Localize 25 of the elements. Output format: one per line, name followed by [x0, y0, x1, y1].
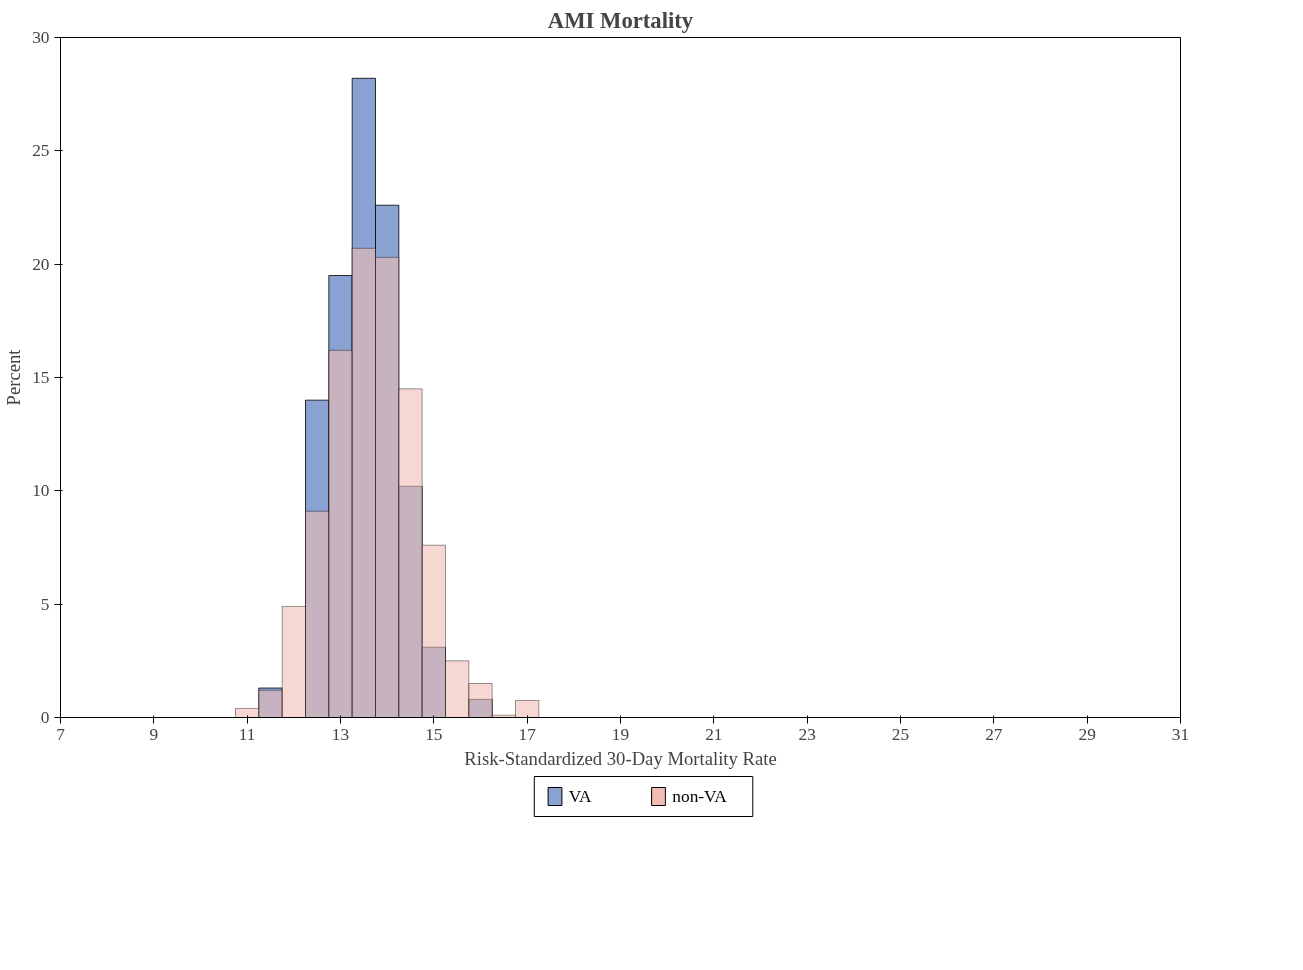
- y-tick-label: 20: [32, 254, 50, 274]
- y-tick-label: 25: [32, 141, 50, 161]
- x-tick-label: 29: [1078, 724, 1096, 744]
- x-tick-label: 27: [985, 724, 1003, 744]
- x-tick-label: 19: [611, 724, 630, 744]
- chart-title: AMI Mortality: [547, 7, 694, 33]
- y-tick-label: 0: [40, 708, 50, 727]
- x-tick-label: 13: [331, 724, 350, 744]
- x-tick-label: 9: [149, 724, 159, 744]
- y-tick-label: 5: [40, 594, 50, 614]
- x-tick-label: 7: [56, 724, 66, 744]
- x-tick-label: 11: [238, 724, 256, 744]
- x-tick-label: 21: [705, 724, 723, 744]
- legend-label: VA: [568, 787, 593, 806]
- y-tick-label: 15: [32, 368, 50, 387]
- y-axis-title: Percent: [3, 348, 25, 406]
- x-tick-label: 25: [891, 724, 910, 744]
- legend-label: non-VA: [672, 787, 728, 806]
- x-tick-label: 31: [1171, 724, 1190, 744]
- y-tick-label: 10: [32, 481, 50, 501]
- x-axis-title: Risk-Standardized 30-Day Mortality Rate: [464, 747, 777, 769]
- x-tick-label: 17: [518, 724, 537, 744]
- x-tick-label: 23: [798, 724, 816, 744]
- y-tick-label: 30: [32, 28, 50, 47]
- x-tick-label: 15: [425, 724, 443, 744]
